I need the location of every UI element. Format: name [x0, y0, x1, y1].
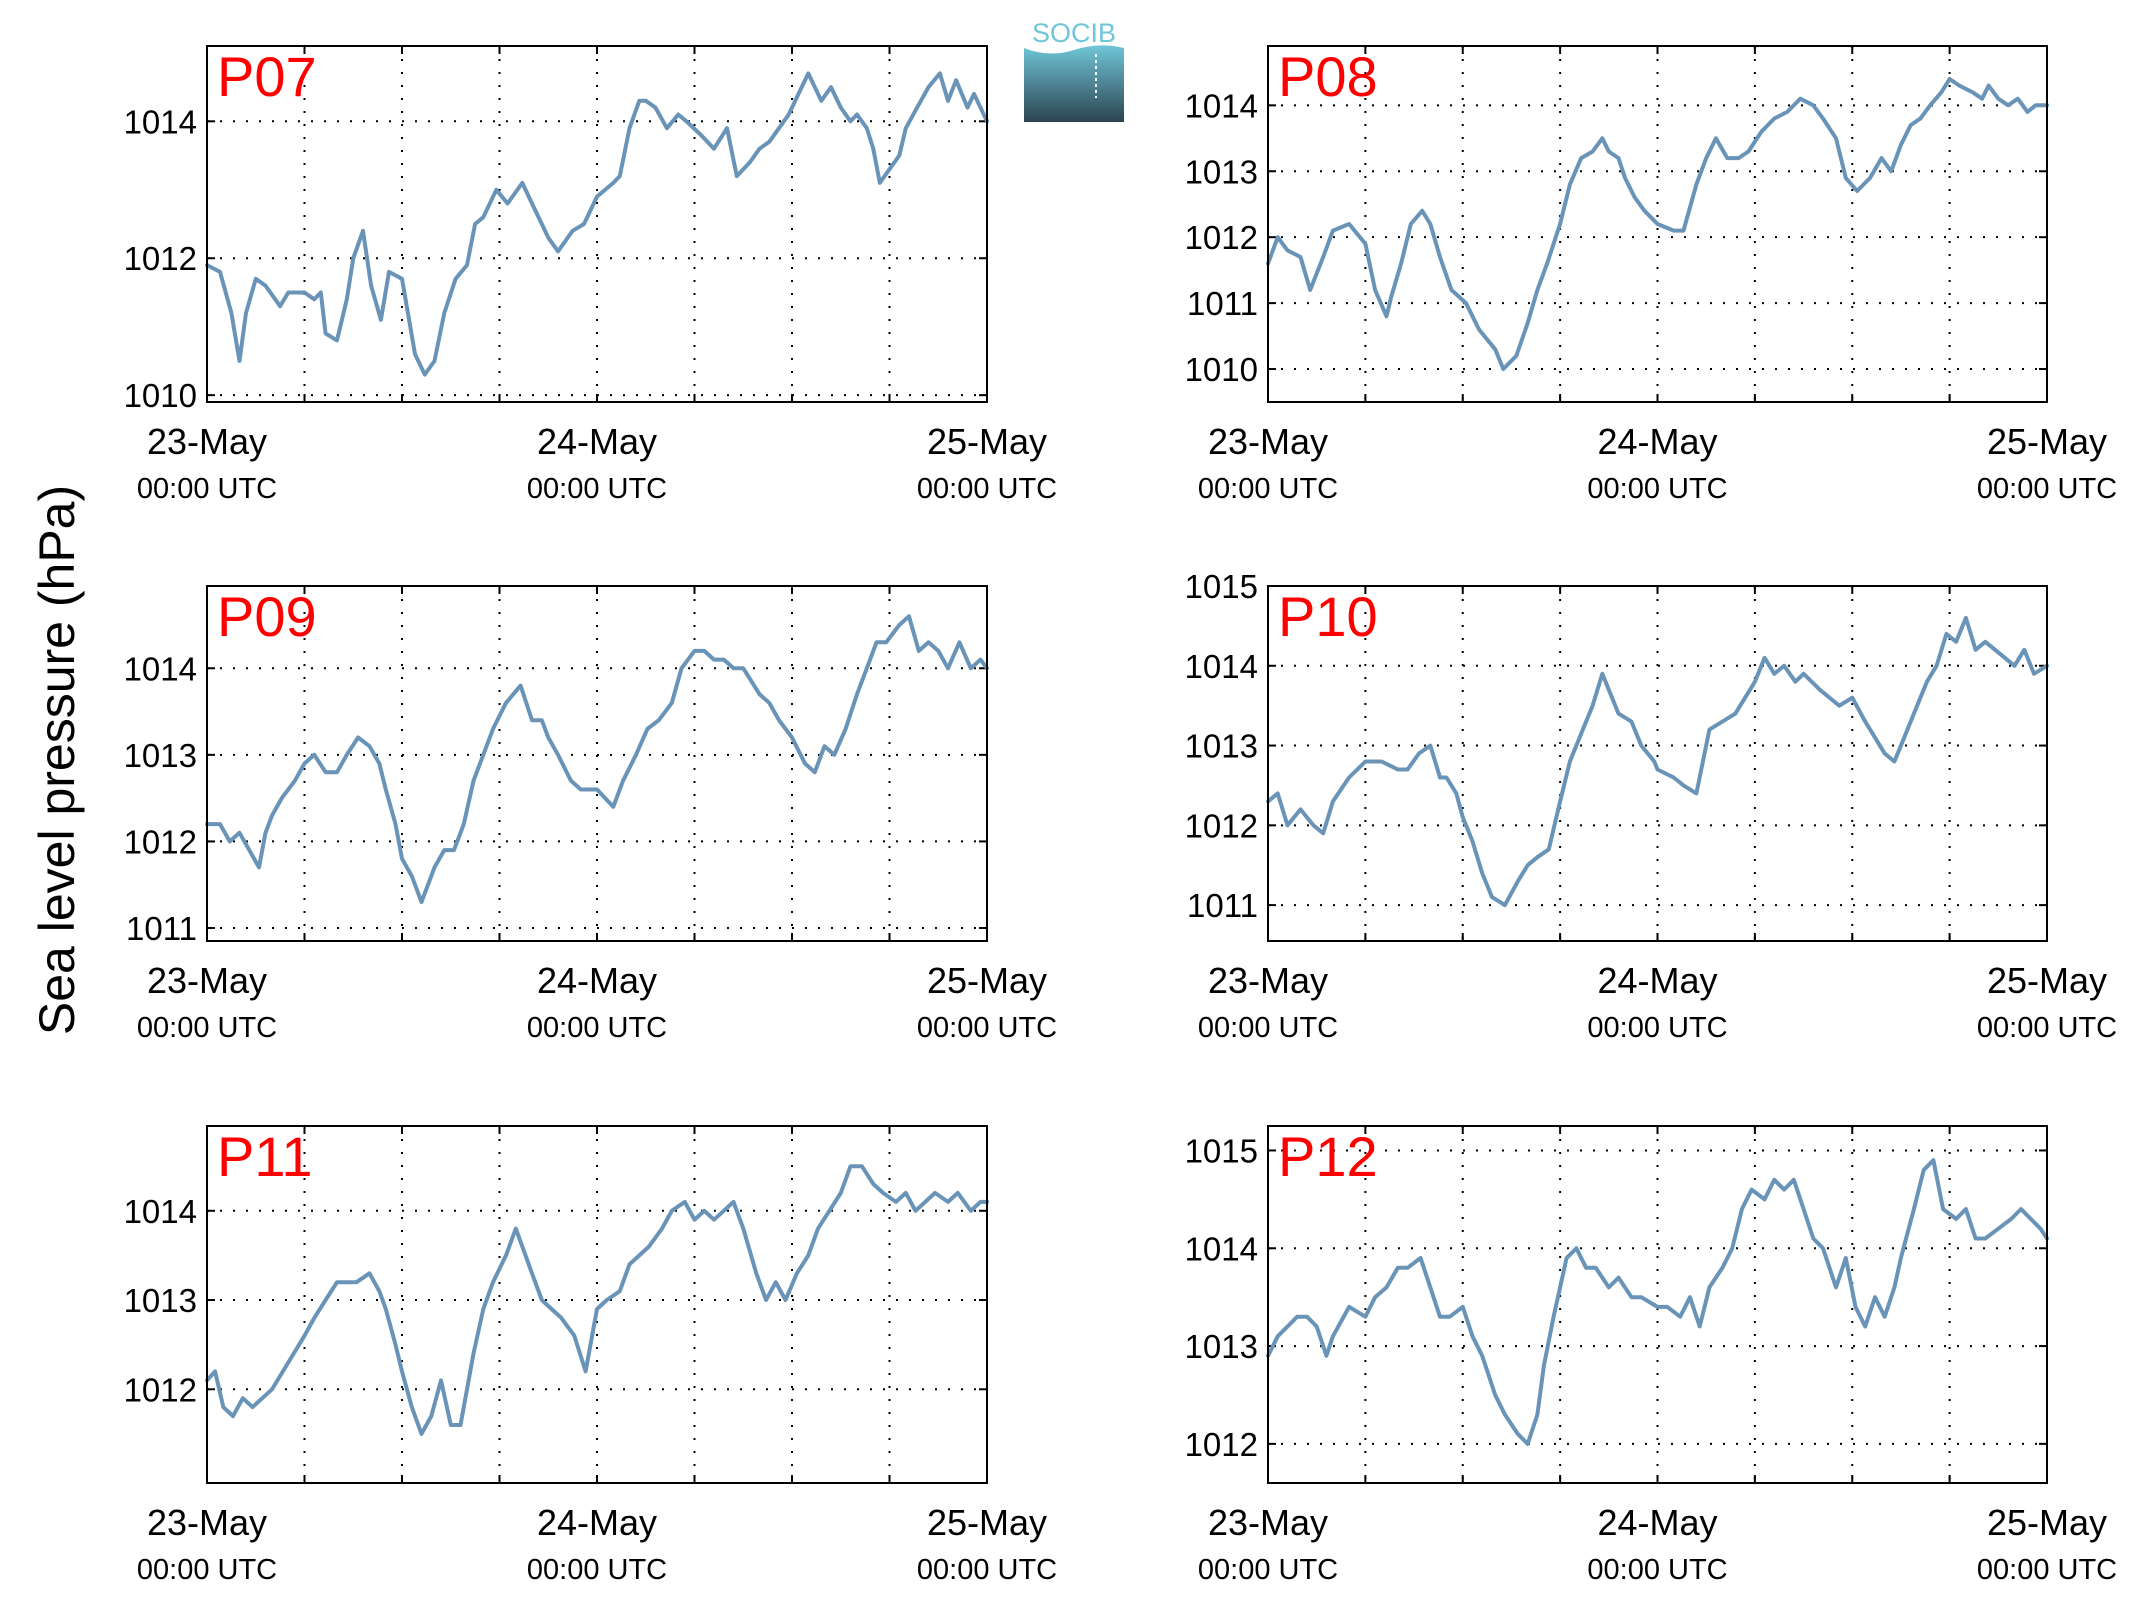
y-tick-label: 1014 [1185, 1230, 1258, 1267]
logo-wave [1024, 45, 1124, 122]
series-line-p10 [1266, 615, 2049, 908]
x-tick-date-label: 23-May [147, 1502, 267, 1543]
x-tick-date-label: 25-May [927, 1502, 1047, 1543]
y-tick-label: 1013 [1185, 153, 1258, 190]
x-tick-time-label: 00:00 UTC [1977, 1012, 2117, 1044]
panel-label: P12 [1278, 1125, 1378, 1188]
y-tick-label: 1012 [124, 240, 197, 277]
panel-p10: 1011 1012 1013 1014 1015 23-May 00:00 UTC 24-Ma… [1185, 568, 2118, 1044]
x-tick-date-label: 24-May [1597, 1502, 1717, 1543]
x-tick-time-label: 00:00 UTC [1198, 1012, 1338, 1044]
series-line-p07 [205, 71, 989, 377]
x-tick-date-label: 24-May [537, 1502, 657, 1543]
x-tick-time-label: 00:00 UTC [137, 1554, 277, 1586]
panel-p07: 1010 1012 1014 23-May 00:00 UTC 24-May 00:00 U… [124, 45, 1057, 505]
y-tick-label: 1015 [1185, 1132, 1258, 1169]
y-tick-label: 1013 [124, 1282, 197, 1319]
y-tick-label: 1011 [1187, 285, 1258, 322]
plot-frame [1267, 45, 2048, 403]
series-line-p12 [1266, 1158, 2049, 1446]
x-tick-date-label: 23-May [147, 960, 267, 1001]
x-tick-date-label: 24-May [537, 960, 657, 1001]
panel-label: P09 [217, 585, 317, 648]
y-tick-label: 1015 [1185, 568, 1258, 605]
plot-frame [206, 45, 988, 403]
y-tick-label: 1012 [124, 1371, 197, 1408]
x-tick-time-label: 00:00 UTC [1977, 473, 2117, 505]
x-tick-time-label: 00:00 UTC [137, 473, 277, 505]
x-tick-time-label: 00:00 UTC [1977, 1554, 2117, 1586]
series-line-p09 [205, 614, 989, 904]
x-tick-time-label: 00:00 UTC [1198, 473, 1338, 505]
x-tick-date-label: 25-May [927, 960, 1047, 1001]
x-tick-date-label: 25-May [1987, 1502, 2107, 1543]
panel-p08: 1010 1011 1012 1013 1014 23-May 00:00 UTC 24-Ma… [1185, 45, 2117, 505]
y-tick-label: 1014 [1185, 648, 1258, 685]
x-tick-date-label: 25-May [1987, 960, 2107, 1001]
y-tick-label: 1014 [124, 650, 197, 687]
y-tick-label: 1012 [1185, 807, 1258, 844]
x-tick-date-label: 23-May [1208, 421, 1328, 462]
x-tick-time-label: 00:00 UTC [137, 1012, 277, 1044]
x-tick-time-label: 00:00 UTC [527, 473, 667, 505]
y-tick-label: 1012 [124, 823, 197, 860]
x-tick-date-label: 25-May [927, 421, 1047, 462]
panel-label: P11 [217, 1125, 312, 1188]
x-tick-date-label: 25-May [1987, 421, 2107, 462]
y-tick-label: 1014 [124, 1193, 197, 1230]
y-tick-label: 1013 [1185, 728, 1258, 765]
panel-label: P08 [1278, 45, 1378, 108]
x-tick-time-label: 00:00 UTC [1587, 1012, 1727, 1044]
x-tick-date-label: 23-May [147, 421, 267, 462]
y-tick-label: 1011 [1187, 887, 1258, 924]
panel-label: P10 [1278, 585, 1378, 648]
x-tick-time-label: 00:00 UTC [1587, 473, 1727, 505]
x-tick-time-label: 00:00 UTC [527, 1012, 667, 1044]
y-tick-label: 1013 [1185, 1328, 1258, 1365]
plot-frame [1267, 585, 2048, 942]
x-tick-time-label: 00:00 UTC [1587, 1554, 1727, 1586]
x-tick-time-label: 00:00 UTC [1198, 1554, 1338, 1586]
x-tick-date-label: 23-May [1208, 960, 1328, 1001]
panel-p09: 1011 1012 1013 1014 23-May 00:00 UTC 24-May 00:… [124, 585, 1057, 1044]
plot-frame [206, 1125, 988, 1484]
socib-logo: SOCIB [1024, 18, 1124, 122]
y-tick-label: 1013 [124, 737, 197, 774]
x-tick-time-label: 00:00 UTC [527, 1554, 667, 1586]
x-tick-date-label: 23-May [1208, 1502, 1328, 1543]
x-tick-time-label: 00:00 UTC [917, 1554, 1057, 1586]
y-tick-label: 1012 [1185, 1426, 1258, 1463]
y-tick-label: 1010 [124, 377, 197, 414]
panel-label: P07 [217, 45, 317, 108]
y-tick-label: 1011 [126, 910, 197, 947]
x-tick-date-label: 24-May [1597, 421, 1717, 462]
x-tick-date-label: 24-May [1597, 960, 1717, 1001]
plot-frame [1267, 1125, 2048, 1484]
series-line-p11 [205, 1164, 989, 1436]
y-tick-label: 1010 [1185, 351, 1258, 388]
x-tick-time-label: 00:00 UTC [917, 473, 1057, 505]
panel-p11: 1012 1013 1014 23-May 00:00 UTC 24-May 00:00 U… [124, 1125, 1057, 1586]
panel-p12: 1012 1013 1014 1015 23-May 00:00 UTC 24-May 00:… [1185, 1125, 2117, 1586]
y-tick-label: 1012 [1185, 219, 1258, 256]
y-tick-label: 1014 [1185, 87, 1258, 124]
x-tick-time-label: 00:00 UTC [917, 1012, 1057, 1044]
x-tick-date-label: 24-May [537, 421, 657, 462]
series-line-p08 [1266, 77, 2049, 371]
y-tick-label: 1014 [124, 103, 197, 140]
logo-text: SOCIB [1032, 18, 1116, 48]
plot-frame [206, 585, 988, 942]
